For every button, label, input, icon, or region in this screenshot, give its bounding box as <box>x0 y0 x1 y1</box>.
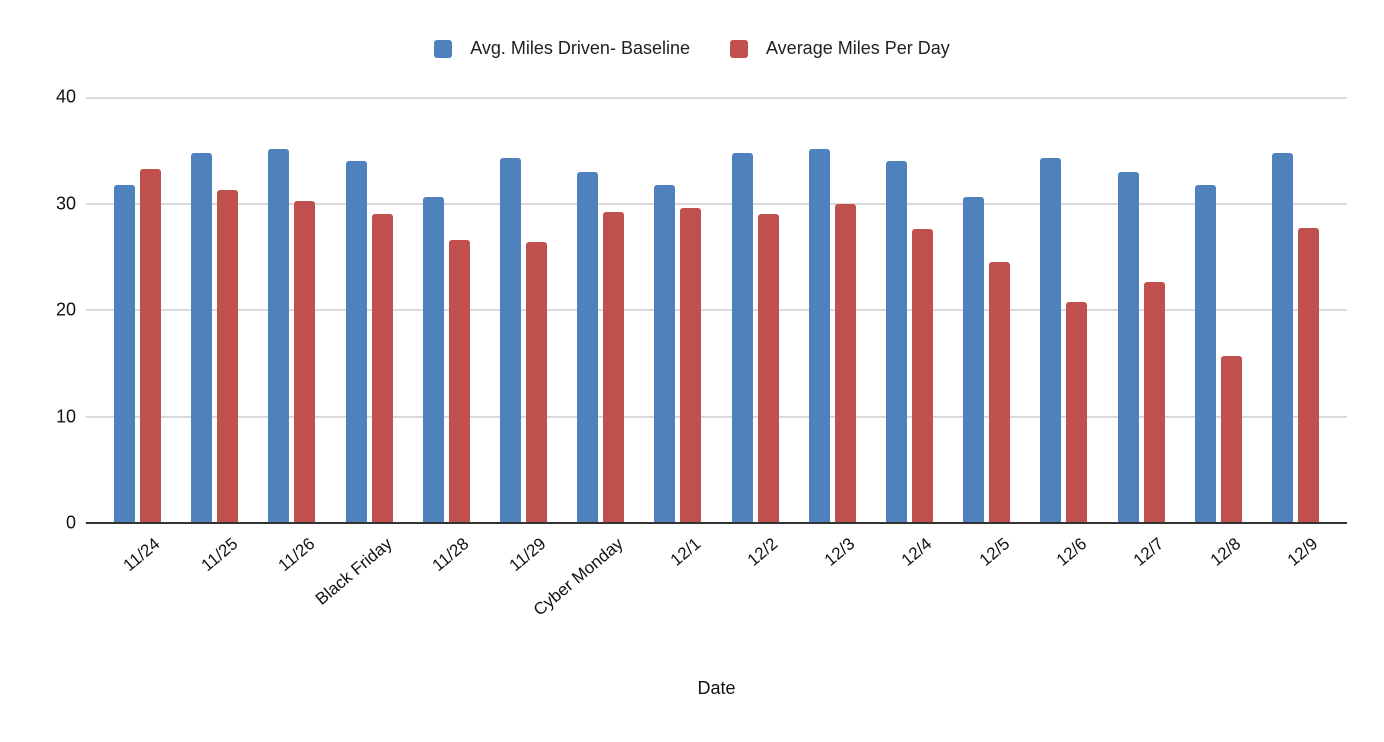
x-axis-category-label: 12/1 <box>666 534 705 570</box>
legend-color-swatch-baseline <box>434 39 453 58</box>
x-axis-category-label: 12/4 <box>898 534 936 570</box>
bar-baseline[interactable] <box>731 153 753 523</box>
x-axis-category-label: 11/24 <box>119 534 164 576</box>
legend-label-baseline: Avg. Miles Driven- Baseline <box>470 38 690 58</box>
x-axis-category-label: 11/28 <box>428 534 473 576</box>
chart-legend: Avg. Miles Driven- Baseline Average Mile… <box>0 38 1384 59</box>
bar-average[interactable] <box>448 239 470 523</box>
bar-baseline[interactable] <box>345 160 367 523</box>
bar-average[interactable] <box>1066 301 1088 523</box>
bar-average[interactable] <box>140 169 162 523</box>
y-axis-tick-label: 0 <box>65 512 76 533</box>
x-axis-category-label: Black Friday <box>311 534 396 609</box>
x-axis-title: Date <box>697 678 736 698</box>
x-axis-category-label: 12/6 <box>1052 534 1091 570</box>
bar-baseline[interactable] <box>1117 171 1139 523</box>
bar-average[interactable] <box>526 241 548 523</box>
bar-average[interactable] <box>757 214 779 523</box>
legend-item-baseline[interactable]: Avg. Miles Driven- Baseline <box>434 38 690 59</box>
y-axis-tick-label: 40 <box>55 86 76 107</box>
bar-baseline[interactable] <box>114 185 136 523</box>
bar-average[interactable] <box>1297 228 1319 523</box>
bar-baseline[interactable] <box>577 171 599 523</box>
x-axis-category-label: 11/26 <box>274 534 319 576</box>
x-axis-category-label: 11/25 <box>197 534 241 576</box>
legend-item-average[interactable]: Average Miles Per Day <box>730 38 950 59</box>
bar-average[interactable] <box>294 201 316 523</box>
bar-baseline[interactable] <box>963 197 985 523</box>
bar-baseline[interactable] <box>885 160 907 523</box>
bar-baseline[interactable] <box>808 149 830 523</box>
x-axis-category-label: 12/3 <box>820 534 859 570</box>
gridline <box>86 202 1347 205</box>
x-axis-line <box>86 522 1347 524</box>
bar-average[interactable] <box>371 214 393 523</box>
bar-baseline[interactable] <box>1271 153 1293 523</box>
x-axis-category-label: 11/29 <box>505 534 550 576</box>
x-axis-category-label: 12/8 <box>1206 534 1245 570</box>
plot-area: 0 10 20 30 40 11/24 11/25 11/26 Black Friday 11/2… <box>56 87 1347 620</box>
x-axis-category-label: 12/9 <box>1284 534 1322 570</box>
gridline <box>86 415 1347 418</box>
bar-baseline[interactable] <box>1040 157 1062 523</box>
bar-baseline[interactable] <box>500 157 522 523</box>
x-axis-category-label: 12/5 <box>975 534 1013 570</box>
gridline <box>86 309 1347 311</box>
bar-average[interactable] <box>834 203 856 523</box>
gridline <box>86 97 1347 99</box>
legend-label-average: Average Miles Per Day <box>766 38 950 58</box>
bar-baseline[interactable] <box>654 185 676 523</box>
bar-average[interactable] <box>603 212 625 523</box>
x-axis-category-label: 12/2 <box>743 534 782 570</box>
bar-average[interactable] <box>1220 355 1242 523</box>
bar-average[interactable] <box>217 189 239 523</box>
y-axis-tick-label: 10 <box>55 406 76 426</box>
bar-average[interactable] <box>1143 282 1165 523</box>
x-axis-category-label: 12/7 <box>1129 534 1168 570</box>
legend-color-swatch-average <box>730 39 748 58</box>
bar-baseline[interactable] <box>191 153 213 523</box>
bar-baseline[interactable] <box>422 197 444 523</box>
bar-baseline[interactable] <box>1194 185 1216 523</box>
bar-average[interactable] <box>989 262 1011 523</box>
y-axis-tick-label: 20 <box>55 299 76 320</box>
bar-baseline[interactable] <box>268 149 290 523</box>
bar-average[interactable] <box>911 229 933 523</box>
bar-average[interactable] <box>680 207 702 523</box>
y-axis-tick-label: 30 <box>55 193 76 213</box>
